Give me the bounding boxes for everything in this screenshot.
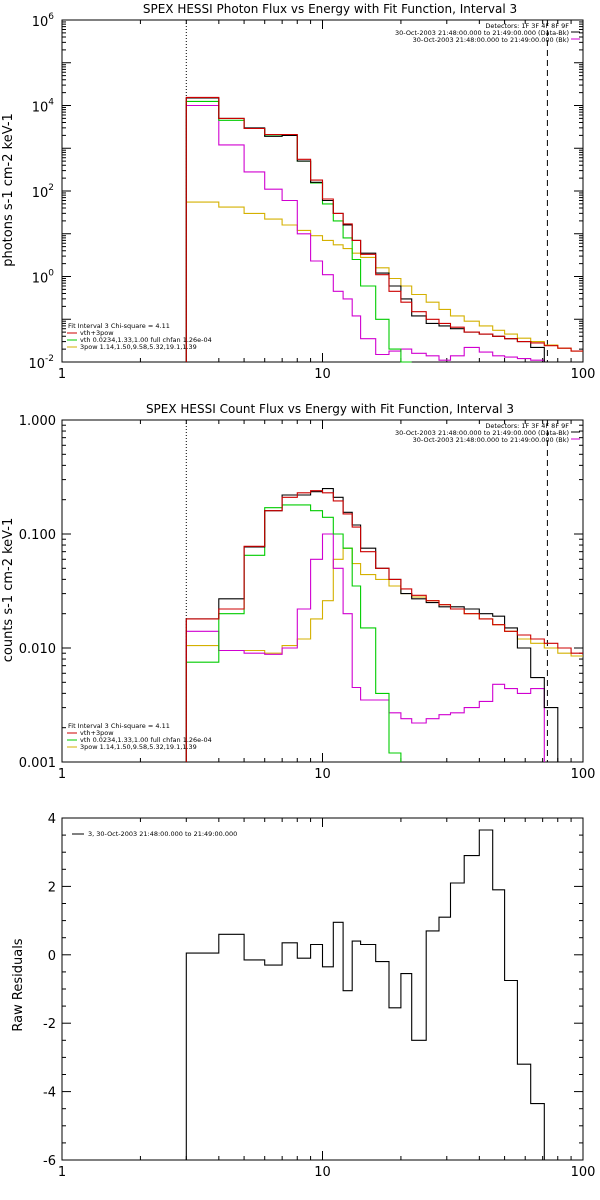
x-tick-label: 1 xyxy=(58,1165,66,1180)
y-tick-label: 4 xyxy=(48,812,56,827)
x-tick-label: 100 xyxy=(571,1165,596,1180)
x-tick-label: 1 xyxy=(58,767,66,782)
x-tick-label: 100 xyxy=(571,367,596,382)
count-plot-area: 1 10 100 0.001 0.010 0.100 1.000 Detectors: 1F … xyxy=(19,414,596,782)
fit-legend-line: Fit Interval 3 Chi-square = 4.11 xyxy=(68,322,170,330)
info-line: 30-Oct-2003 21:48:00.000 to 21:49:00.000… xyxy=(395,429,569,437)
photon-y-axis-label: photons s-1 cm-2 keV-1 xyxy=(1,113,16,267)
y-tick-label: 2 xyxy=(48,880,56,895)
fit-legend-line: 3pow 1.14,1.50,9.58,5.32,19.1,1.39 xyxy=(80,743,197,751)
y-tick-label: 0.010 xyxy=(19,642,56,657)
info-line: Detectors: 1F 3F 4F 8F 9F xyxy=(485,422,569,430)
series-sum-line xyxy=(185,490,583,762)
y-tick-label: 104 xyxy=(32,98,55,116)
y-tick-label: 0 xyxy=(48,949,56,964)
x-tick-label: 10 xyxy=(314,1165,331,1180)
info-line: 30-Oct-2003 21:48:00.000 to 21:49:00.000… xyxy=(413,36,569,44)
y-tick-label: 100 xyxy=(32,269,55,287)
y-tick-label: 1.000 xyxy=(19,414,56,429)
y-tick-label: -2 xyxy=(43,1017,56,1032)
y-tick-label: 102 xyxy=(32,183,54,201)
y-tick-label: -4 xyxy=(43,1086,56,1101)
series-bpow-line xyxy=(185,201,583,362)
plot-frame xyxy=(61,419,584,763)
count-y-axis-label: counts s-1 cm-2 keV-1 xyxy=(1,518,16,663)
photon-flux-panel: SPEX HESSI Photon Flux vs Energy with Fi… xyxy=(1,2,595,382)
series-vth-line xyxy=(185,504,402,762)
series-total-line xyxy=(185,97,545,362)
x-tick-label: 100 xyxy=(571,767,596,782)
residual-legend-label: 3, 30-Oct-2003 21:48:00.000 to 21:49:00.… xyxy=(88,830,237,838)
fit-legend-line: vth+3pow xyxy=(80,729,114,737)
photon-chart-title: SPEX HESSI Photon Flux vs Energy with Fi… xyxy=(143,2,517,16)
series-sum-line xyxy=(185,96,583,362)
fit-legend-line: Fit Interval 3 Chi-square = 4.11 xyxy=(68,722,170,730)
count-flux-panel: SPEX HESSI Count Flux vs Energy with Fit… xyxy=(1,402,595,782)
info-line: 30-Oct-2003 21:48:00.000 to 21:49:00.000… xyxy=(395,29,569,37)
residuals-y-axis-label: Raw Residuals xyxy=(11,938,26,1031)
x-tick-label: 10 xyxy=(314,767,331,782)
residuals-plot-area: 1 10 100 -6 -4 -2 0 2 4 3, 30-Oct-2003 21:48:00.0… xyxy=(43,812,595,1180)
count-chart-title: SPEX HESSI Count Flux vs Energy with Fit… xyxy=(146,402,514,416)
x-tick-label: 10 xyxy=(314,367,331,382)
series-total-line xyxy=(185,829,558,1161)
residuals-panel: Raw Residuals 1 10 100 -6 -4 -2 0 2 4 3, 30-Oct-2… xyxy=(11,812,595,1180)
x-tick-label: 1 xyxy=(58,367,66,382)
y-tick-label: 0.001 xyxy=(19,756,56,771)
y-tick-label: 10-2 xyxy=(28,354,54,372)
series-bkg-line xyxy=(185,104,545,362)
series-total-line xyxy=(185,488,559,762)
y-tick-label: -6 xyxy=(43,1154,56,1169)
y-tick-label: 0.100 xyxy=(19,528,56,543)
info-line: 30-Oct-2003 21:48:00.000 to 21:49:00.000… xyxy=(413,436,569,444)
plot-frame xyxy=(61,817,584,1161)
y-tick-label: 106 xyxy=(32,12,55,30)
info-line: Detectors: 1F 3F 4F 8F 9F xyxy=(485,22,569,30)
series-bpow-line xyxy=(185,547,583,762)
fit-legend-line: vth 0.0234,1.33,1.00 full chfan 1.26e-04 xyxy=(80,336,212,344)
fit-legend-line: vth 0.0234,1.33,1.00 full chfan 1.26e-04 xyxy=(80,736,212,744)
fit-legend-line: vth+3pow xyxy=(80,329,114,337)
fit-legend-line: 3pow 1.14,1.50,9.58,5.32,19.1,1.39 xyxy=(80,343,197,351)
photon-plot-area: 1 10 100 10-2 100 102 104 106 Detectors: 1F 3F 4… xyxy=(28,12,595,382)
series-vth-line xyxy=(185,100,412,363)
series-bkg-line xyxy=(185,533,545,762)
